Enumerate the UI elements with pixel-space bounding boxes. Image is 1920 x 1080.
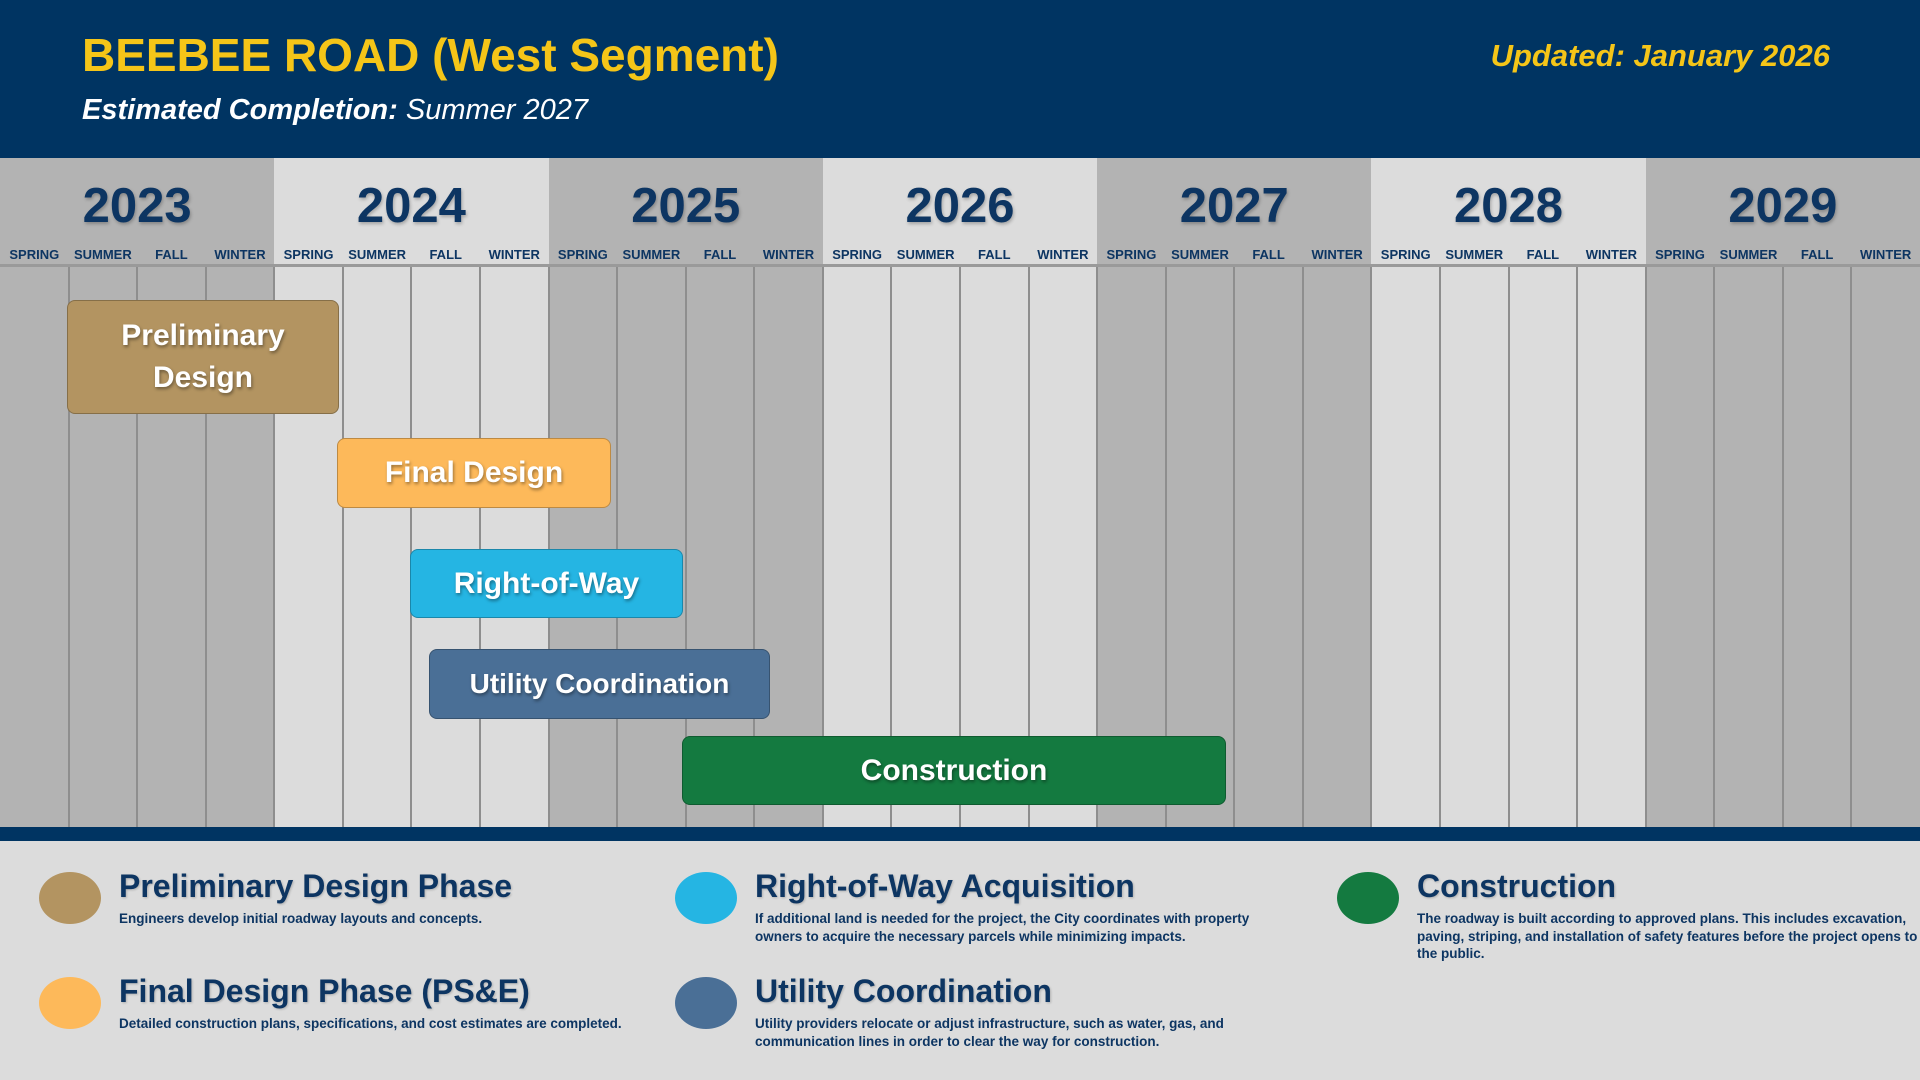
- legend-description: Detailed construction plans, specificati…: [119, 1016, 622, 1031]
- timeline: 2023 SPRING SUMMER FALL WINTER 2024 SPRING SUMM…: [0, 158, 1920, 827]
- season-line: [1781, 266, 1784, 827]
- season-label: FALL: [155, 247, 188, 262]
- year-line: [821, 266, 824, 827]
- year-label: 2028: [1454, 179, 1564, 233]
- season-line: [1507, 266, 1510, 827]
- phase-bar: Utility Coordination: [429, 649, 770, 719]
- legend-title: Right-of-Way Acquisition: [755, 868, 1135, 904]
- year-column: 2029 SPRING SUMMER FALL WINTER: [1645, 158, 1920, 827]
- year-line: [547, 266, 550, 827]
- season-line: [204, 266, 207, 827]
- season-line: [1576, 266, 1579, 827]
- season-label: WINTER: [214, 247, 266, 262]
- year-column: 2028 SPRING SUMMER FALL WINTER: [1371, 158, 1646, 827]
- season-line: [753, 266, 756, 827]
- legend-title: Construction: [1417, 868, 1617, 904]
- season-label: SUMMER: [1719, 247, 1778, 262]
- year-column: 2026 SPRING SUMMER FALL WINTER: [822, 158, 1098, 827]
- season-line: [341, 266, 344, 827]
- completion-label: Estimated Completion:: [82, 94, 398, 126]
- legend-title: Utility Coordination: [755, 973, 1052, 1009]
- season-line: [1233, 266, 1236, 827]
- season-line: [136, 266, 139, 827]
- season-label: WINTER: [488, 247, 540, 262]
- year-label: 2026: [905, 179, 1015, 233]
- season-label: SUMMER: [1171, 247, 1229, 262]
- legend-title: Preliminary Design Phase: [119, 868, 513, 904]
- season-line: [1027, 266, 1030, 827]
- season-label: SPRING: [1106, 247, 1157, 262]
- year-label: 2025: [631, 179, 741, 233]
- season-line: [410, 266, 413, 827]
- subtitle: Estimated Completion: Summer 2027: [82, 94, 588, 127]
- year-label: 2023: [82, 179, 192, 233]
- season-label: WINTER: [762, 247, 815, 262]
- season-line: [1713, 266, 1716, 827]
- season-line: [616, 266, 619, 827]
- legend-swatch: [39, 977, 101, 1029]
- updated-date: Updated: January 2026: [1490, 38, 1830, 73]
- phase-bar: Preliminary Design: [67, 300, 339, 414]
- season-label: SUMMER: [73, 247, 132, 262]
- season-label: FALL: [1252, 247, 1285, 262]
- season-label: SUMMER: [1445, 247, 1504, 262]
- header-line: [0, 264, 1920, 267]
- season-label: SUMMER: [622, 247, 681, 262]
- legend-swatch: [675, 977, 737, 1029]
- legend-description: The roadway is built according to approv…: [1417, 911, 1918, 962]
- season-label: FALL: [429, 247, 462, 262]
- season-label: SPRING: [557, 247, 608, 262]
- season-label: WINTER: [1860, 247, 1912, 262]
- legend-description: Utility providers relocate or adjust inf…: [755, 1016, 1224, 1049]
- legend-description: Engineers develop initial roadway layout…: [119, 911, 483, 926]
- title: BEEBEE ROAD (West Segment): [82, 29, 779, 81]
- season-label: WINTER: [1037, 247, 1089, 262]
- season-label: WINTER: [1311, 247, 1363, 262]
- phase-bar: Right-of-Way: [410, 549, 683, 618]
- season-label: FALL: [1526, 247, 1560, 262]
- season-line: [890, 266, 893, 827]
- season-label: SPRING: [9, 247, 60, 262]
- season-line: [1438, 266, 1441, 827]
- year-label: 2024: [356, 179, 466, 233]
- year-label: 2027: [1179, 179, 1289, 233]
- season-line: [684, 266, 687, 827]
- legend-swatch: [675, 872, 737, 924]
- year-column: 2023 SPRING SUMMER FALL WINTER: [0, 158, 275, 827]
- year-line: [273, 266, 276, 827]
- season-line: [1164, 266, 1167, 827]
- header: BEEBEE ROAD (West Segment) Estimated Com…: [0, 0, 1920, 158]
- completion-value: Summer 2027: [405, 94, 589, 126]
- year-label: 2029: [1728, 179, 1838, 233]
- season-label: SPRING: [1380, 247, 1431, 262]
- season-label: SPRING: [1655, 247, 1705, 262]
- season-label: SUMMER: [896, 247, 955, 262]
- legend-swatch: [39, 872, 101, 924]
- divider: [0, 827, 1920, 841]
- legend-description: If additional land is needed for the pro…: [755, 911, 1250, 944]
- phase-bar: Final Design: [337, 438, 611, 508]
- season-label: SPRING: [832, 247, 883, 262]
- season-line: [1301, 266, 1304, 827]
- season-label: SPRING: [283, 247, 334, 262]
- legend-swatch: [1337, 872, 1399, 924]
- legend-title: Final Design Phase (PS&E): [119, 973, 530, 1009]
- season-label: SUMMER: [348, 247, 407, 262]
- year-line: [1370, 266, 1373, 827]
- season-line: [67, 266, 70, 827]
- season-label: WINTER: [1585, 247, 1638, 262]
- phase-bar: Construction: [682, 736, 1226, 805]
- year-line: [1096, 266, 1099, 827]
- season-label: FALL: [1800, 247, 1834, 262]
- year-line: [1644, 266, 1647, 827]
- season-line: [1850, 266, 1853, 827]
- season-label: FALL: [703, 247, 737, 262]
- year-column: 2027 SPRING SUMMER FALL WINTER: [1097, 158, 1372, 827]
- season-line: [478, 266, 481, 827]
- season-label: FALL: [978, 247, 1011, 262]
- season-line: [958, 266, 961, 827]
